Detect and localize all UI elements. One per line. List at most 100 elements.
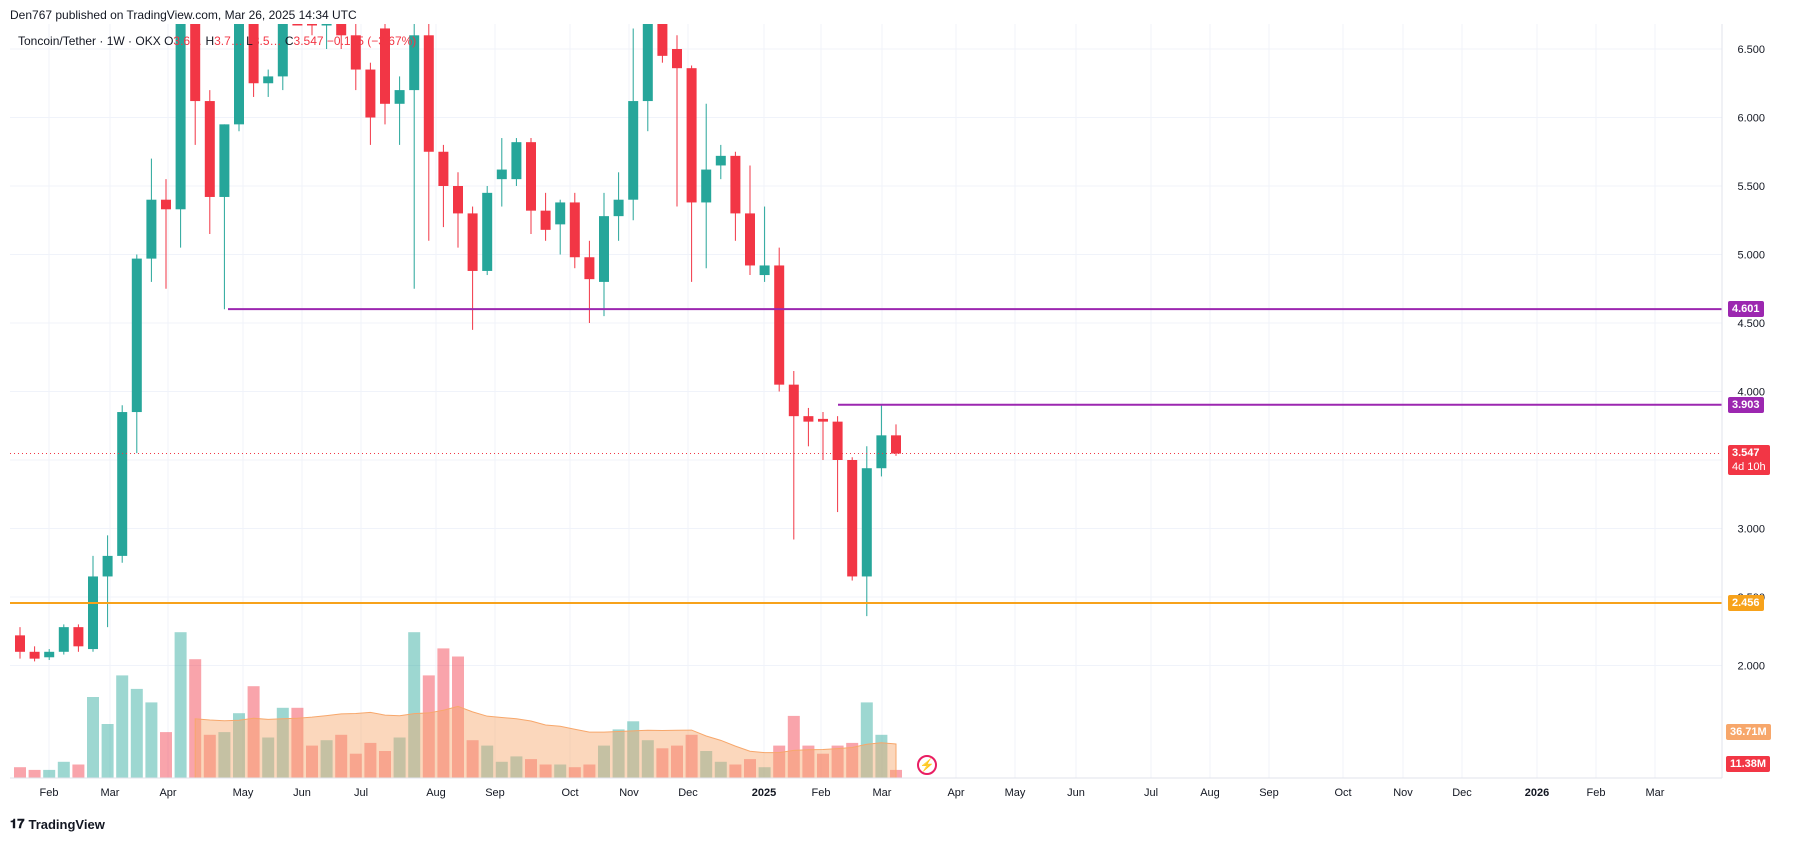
volume-bar <box>101 724 114 778</box>
volume-bar <box>875 734 888 778</box>
volume-bar <box>364 742 377 778</box>
footer-brand[interactable]: 𝟏𝟕 TradingView <box>10 816 105 832</box>
volume-bar <box>203 734 216 778</box>
candle-body <box>584 257 595 280</box>
candle-body <box>234 24 244 125</box>
time-tick-label: Apr <box>947 787 964 799</box>
high-value: 3.7… <box>214 34 243 48</box>
lightning-icon[interactable]: ⚡ <box>917 755 937 775</box>
time-axis[interactable]: Feb Mar Apr May Jun Jul Aug Sep Oct Nov Dec 2025 Feb… <box>40 787 1665 799</box>
time-tick-label: 2025 <box>752 787 776 799</box>
time-tick-label: May <box>1005 787 1026 799</box>
candle-body <box>628 101 639 200</box>
brand-name: TradingView <box>28 816 105 832</box>
candle-body <box>380 28 390 104</box>
candle-body <box>263 76 274 84</box>
price-tick-label: 6.000 <box>1737 113 1765 125</box>
candle-body <box>861 468 872 577</box>
volume-bar <box>744 759 756 778</box>
candle-body <box>175 24 186 210</box>
time-tick-label: Feb <box>812 787 831 799</box>
candle-body <box>891 435 901 454</box>
volume-bar <box>320 740 333 778</box>
candle-body <box>847 460 858 577</box>
candle-body <box>832 421 843 460</box>
candle-body <box>759 265 770 276</box>
low-label: L <box>246 34 253 48</box>
price-tick-label: 2.000 <box>1737 661 1765 673</box>
volume-bar <box>306 745 318 778</box>
candle-body <box>818 418 828 422</box>
candle-body <box>321 24 332 26</box>
volume-bar <box>291 707 304 778</box>
volume-bar <box>145 702 158 778</box>
candle-body <box>540 210 551 230</box>
candle-body <box>365 69 376 118</box>
low-value: 3.5… <box>252 34 282 48</box>
candle-body <box>394 90 405 104</box>
time-tick-label: Jul <box>1144 787 1158 799</box>
price-tick-label: 4.000 <box>1737 387 1765 399</box>
close-label: C <box>284 34 294 48</box>
volume-bar <box>335 734 348 778</box>
volume-bar <box>583 764 596 778</box>
time-tick-label: Oct <box>1334 787 1351 799</box>
candle-body <box>876 435 887 469</box>
volume-bar <box>685 734 698 778</box>
time-tick-label: Nov <box>619 787 639 799</box>
change-value: −0.135 (−3.67%) <box>326 34 417 48</box>
candle-body <box>715 155 726 166</box>
last-price-value: 3.547 <box>1732 447 1760 459</box>
candle-body <box>788 384 799 417</box>
candle-body <box>423 35 434 152</box>
candle-body <box>555 202 566 225</box>
candle-body <box>58 627 69 652</box>
candle-body <box>467 213 478 271</box>
candle-body <box>613 199 624 217</box>
volume-current-badge: 11.38M <box>1726 756 1771 772</box>
volume-bar <box>408 632 421 778</box>
bar-countdown: 4d 10h <box>1732 461 1766 473</box>
candle-body <box>730 155 741 214</box>
horizontal-levels[interactable] <box>10 308 1722 605</box>
volume-bar <box>568 767 581 778</box>
candle-body <box>438 151 449 186</box>
price-axis[interactable]: 2.0002.5003.0003.5004.0004.5005.0005.500… <box>1737 44 1765 673</box>
volume-bar <box>700 751 713 778</box>
volume-bar <box>43 769 56 778</box>
candle-body <box>482 192 493 271</box>
volume-bar <box>87 697 99 778</box>
time-tick-label: 2026 <box>1525 787 1549 799</box>
candle-body <box>642 24 653 102</box>
volume-bars <box>14 632 902 778</box>
volume-bar <box>422 675 435 778</box>
candle-body <box>336 24 347 36</box>
time-tick-label: Apr <box>159 787 176 799</box>
grid-lines <box>10 24 1722 778</box>
time-tick-label: Dec <box>678 787 698 799</box>
time-tick-label: Feb <box>40 787 59 799</box>
candle-body <box>569 202 580 258</box>
volume-bar <box>262 737 275 778</box>
volume-bar <box>525 759 537 778</box>
time-tick-label: Oct <box>561 787 578 799</box>
time-tick-label: Jun <box>1067 787 1085 799</box>
volume-moving-average <box>194 705 897 779</box>
volume-bar <box>160 732 172 778</box>
volume-bar <box>174 632 187 778</box>
tradingview-logo-icon: 𝟏𝟕 <box>10 816 25 831</box>
time-tick-label: Dec <box>1452 787 1472 799</box>
time-tick-label: Nov <box>1393 787 1413 799</box>
candle-body <box>131 258 142 413</box>
candle-body <box>511 142 522 180</box>
candle-body <box>409 35 420 91</box>
volume-bar <box>510 756 523 778</box>
high-label: H <box>205 34 215 48</box>
volume-bar <box>233 713 245 778</box>
volume-bar <box>787 715 800 778</box>
volume-bar <box>831 745 844 778</box>
volume-bar <box>72 764 85 778</box>
time-tick-label: Jul <box>354 787 368 799</box>
volume-bar <box>437 648 450 778</box>
